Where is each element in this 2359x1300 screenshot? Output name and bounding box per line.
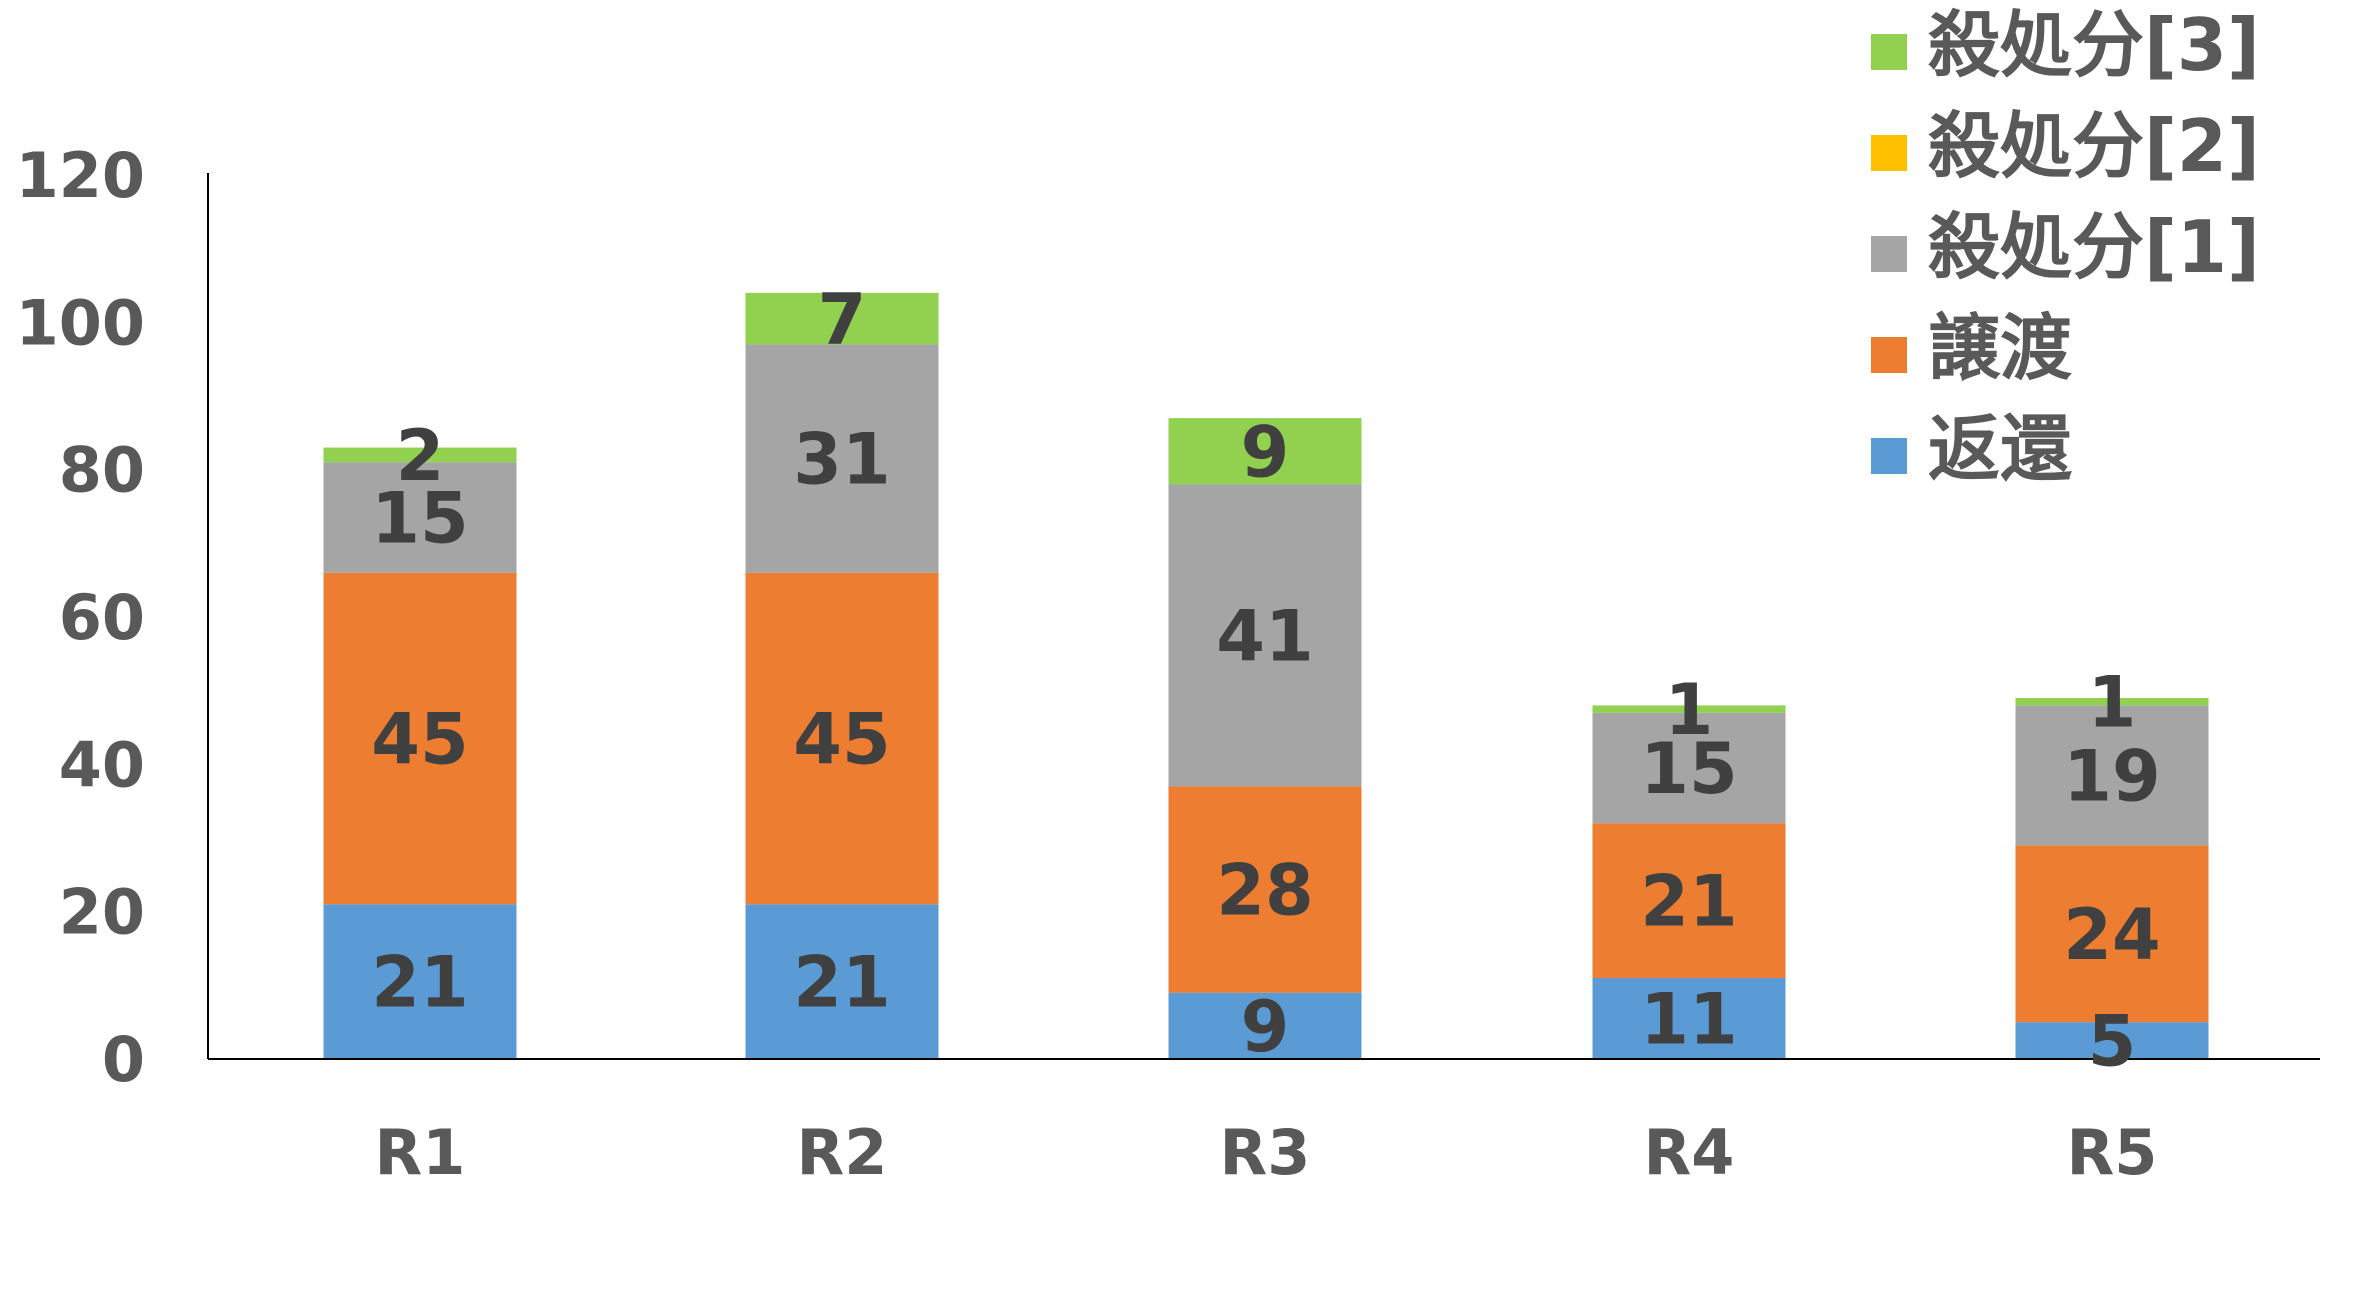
- data-label: 1: [2088, 662, 2137, 744]
- legend-item: 殺処分[1]: [1871, 205, 2260, 289]
- bar-segment: [1592, 823, 1786, 978]
- legend-swatch: [1871, 34, 1907, 70]
- data-label: 24: [2063, 894, 2160, 976]
- data-label: 31: [793, 419, 890, 501]
- data-label: 45: [371, 699, 468, 781]
- x-tick-label: R4: [1644, 1116, 1735, 1189]
- legend-swatch: [1871, 438, 1907, 474]
- bar-segment: [1168, 992, 1362, 1059]
- bar-segment: [1592, 977, 1786, 1059]
- data-label: 45: [793, 699, 890, 781]
- x-tick-label: R3: [1220, 1116, 1311, 1189]
- bar-segment: [1592, 712, 1786, 824]
- y-tick-label: 40: [59, 728, 145, 801]
- legend-swatch: [1871, 135, 1907, 171]
- bar-segment: [2015, 705, 2209, 846]
- legend-item: 譲渡: [1871, 306, 2072, 390]
- y-tick-label: 60: [59, 581, 145, 654]
- legend-label: 返還: [1928, 407, 2072, 491]
- legend-item: 殺処分[3]: [1871, 3, 2260, 87]
- x-tick-label: R2: [797, 1116, 888, 1189]
- bar-segment: [2015, 1022, 2209, 1059]
- data-label: 7: [818, 279, 867, 361]
- legend-label: 殺処分[1]: [1928, 205, 2260, 289]
- data-label: 11: [1640, 978, 1737, 1060]
- legend-label: 譲渡: [1928, 306, 2072, 390]
- legend-label: 殺処分[2]: [1928, 104, 2260, 188]
- bar-segment: [323, 462, 517, 573]
- bar-segment: [323, 572, 517, 905]
- bar-segment: [745, 292, 939, 345]
- legend-swatch: [1871, 236, 1907, 272]
- y-tick-label: 120: [16, 139, 145, 212]
- bar-segment: [2015, 845, 2209, 1023]
- bar-segment: [1168, 484, 1362, 787]
- bar-segment: [1168, 786, 1362, 993]
- x-tick-label: R1: [375, 1116, 466, 1189]
- x-tick-label: R5: [2067, 1116, 2158, 1189]
- data-label: 2: [396, 415, 445, 497]
- bar-segment: [1168, 418, 1362, 485]
- data-label: 5: [2088, 1001, 2137, 1083]
- bars: [323, 292, 2209, 1059]
- data-label: 21: [1640, 861, 1737, 943]
- data-label: 28: [1216, 850, 1313, 932]
- y-tick-label: 80: [59, 434, 145, 507]
- data-label: 19: [2063, 735, 2160, 817]
- bar-segment: [323, 447, 517, 463]
- legend-item: 殺処分[2]: [1871, 104, 2260, 188]
- legend-item: 返還: [1871, 407, 2072, 491]
- data-label: 21: [371, 942, 468, 1024]
- bar-segment: [745, 344, 939, 573]
- y-tick-label: 100: [16, 286, 145, 359]
- y-axis: 0 20 40 60 80 100 120: [16, 139, 209, 1096]
- data-label: 9: [1241, 411, 1290, 493]
- y-tick-label: 0: [102, 1023, 145, 1096]
- bar-segment: [2015, 698, 2209, 706]
- bar-segment: [323, 904, 517, 1059]
- data-label: 15: [371, 478, 468, 560]
- data-label: 41: [1216, 595, 1313, 677]
- x-axis: R1 R2 R3 R4 R5: [208, 1058, 2320, 1189]
- legend-swatch: [1871, 337, 1907, 373]
- data-label: 1: [1665, 669, 1714, 751]
- data-label: 9: [1241, 986, 1290, 1068]
- bar-segment: [745, 904, 939, 1059]
- data-label: 15: [1640, 728, 1737, 810]
- y-tick-label: 20: [59, 876, 145, 949]
- bar-segment: [745, 572, 939, 905]
- bar-segment: [1592, 705, 1786, 713]
- legend-label: 殺処分[3]: [1928, 3, 2260, 87]
- data-label: 21: [793, 942, 890, 1024]
